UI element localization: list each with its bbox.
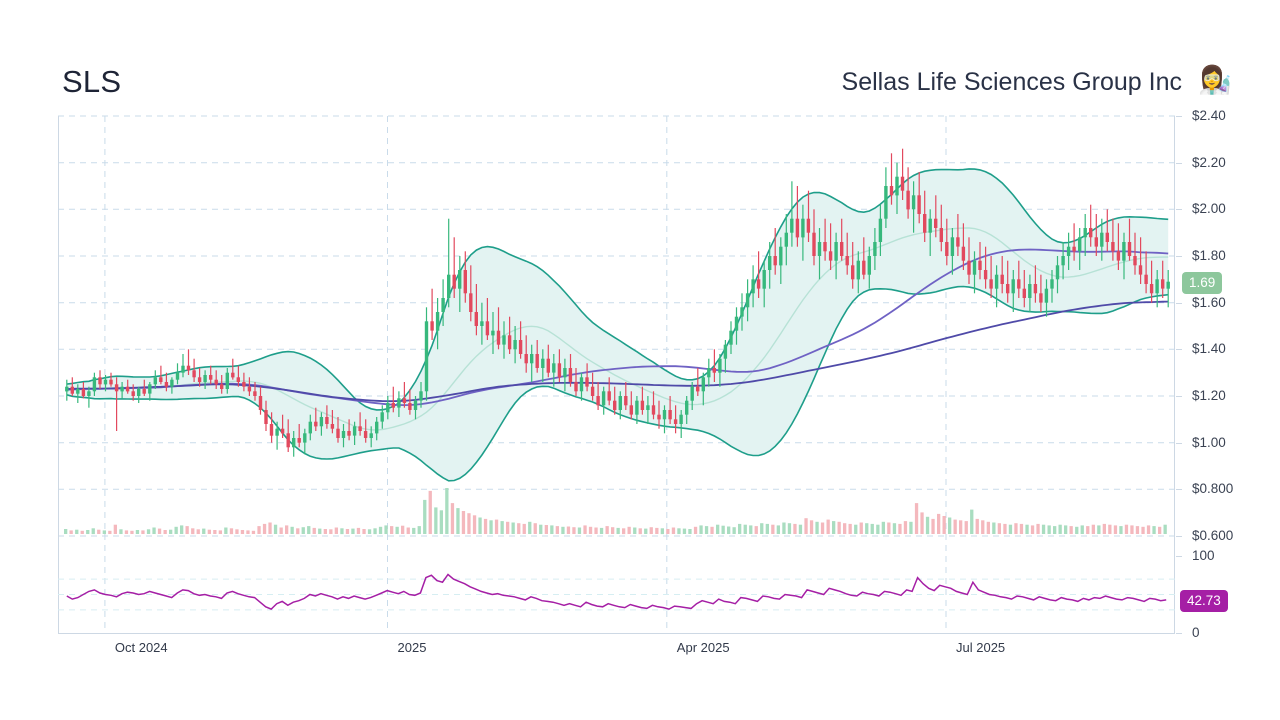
time-axis-tick: Apr 2025 bbox=[676, 640, 730, 655]
price-axis-tick: $0.800 bbox=[1192, 481, 1234, 497]
price-axis-tick-mark bbox=[1176, 302, 1182, 304]
rsi-axis-tick: 0 bbox=[1192, 625, 1200, 640]
rsi-axis-tick-mark bbox=[1176, 633, 1182, 634]
stock-chart-svg bbox=[58, 115, 1175, 634]
price-axis-tick-mark bbox=[1176, 349, 1182, 351]
company-name-label: Sellas Life Sciences Group Inc bbox=[841, 68, 1182, 96]
chart-header: SLS Sellas Life Sciences Group Inc 👩‍🔬 bbox=[0, 0, 1280, 112]
price-axis-tick: $2.00 bbox=[1192, 201, 1226, 217]
price-axis-tick-mark bbox=[1176, 442, 1182, 444]
price-axis-tick: $1.40 bbox=[1192, 341, 1226, 357]
chart-canvas[interactable] bbox=[58, 114, 1175, 634]
price-axis-tick: $2.40 bbox=[1192, 108, 1226, 123]
time-axis-tick: Oct 2024 bbox=[114, 640, 168, 655]
price-axis-tick-mark bbox=[1176, 396, 1182, 397]
moving-average-layer bbox=[66, 248, 1169, 407]
price-axis-tick-mark bbox=[1176, 489, 1182, 491]
price-axis-tick-mark bbox=[1176, 209, 1182, 211]
price-axis-tick-mark bbox=[1176, 536, 1182, 537]
last-price-badge: 1.69 bbox=[1182, 271, 1223, 294]
bollinger-band-layer bbox=[66, 168, 1169, 482]
price-axis-tick: $1.60 bbox=[1192, 294, 1226, 310]
price-axis-tick-mark bbox=[1176, 256, 1182, 257]
axis-frame bbox=[58, 116, 1175, 634]
last-rsi-badge: 42.73 bbox=[1180, 590, 1228, 613]
page-title: SLS bbox=[62, 64, 122, 99]
volume-bars-layer bbox=[64, 488, 1167, 535]
time-axis-tick: Jul 2025 bbox=[956, 640, 1006, 655]
rsi-line-layer bbox=[66, 573, 1167, 610]
price-axis-tick-mark bbox=[1176, 116, 1182, 117]
price-axis-tick: $2.20 bbox=[1192, 154, 1226, 170]
candlestick-layer bbox=[65, 148, 1170, 457]
woman-scientist-icon: 👩‍🔬 bbox=[1198, 65, 1232, 95]
price-axis-tick: $0.600 bbox=[1192, 528, 1234, 543]
rsi-axis-tick: 100 bbox=[1192, 548, 1215, 563]
price-axis-tick: $1.80 bbox=[1192, 248, 1226, 263]
price-axis-tick: $1.00 bbox=[1192, 434, 1226, 450]
price-axis-tick-mark bbox=[1176, 162, 1182, 164]
rsi-axis-tick-mark bbox=[1176, 556, 1182, 557]
time-axis-tick: 2025 bbox=[397, 640, 427, 655]
price-axis-tick: $1.20 bbox=[1192, 388, 1226, 403]
